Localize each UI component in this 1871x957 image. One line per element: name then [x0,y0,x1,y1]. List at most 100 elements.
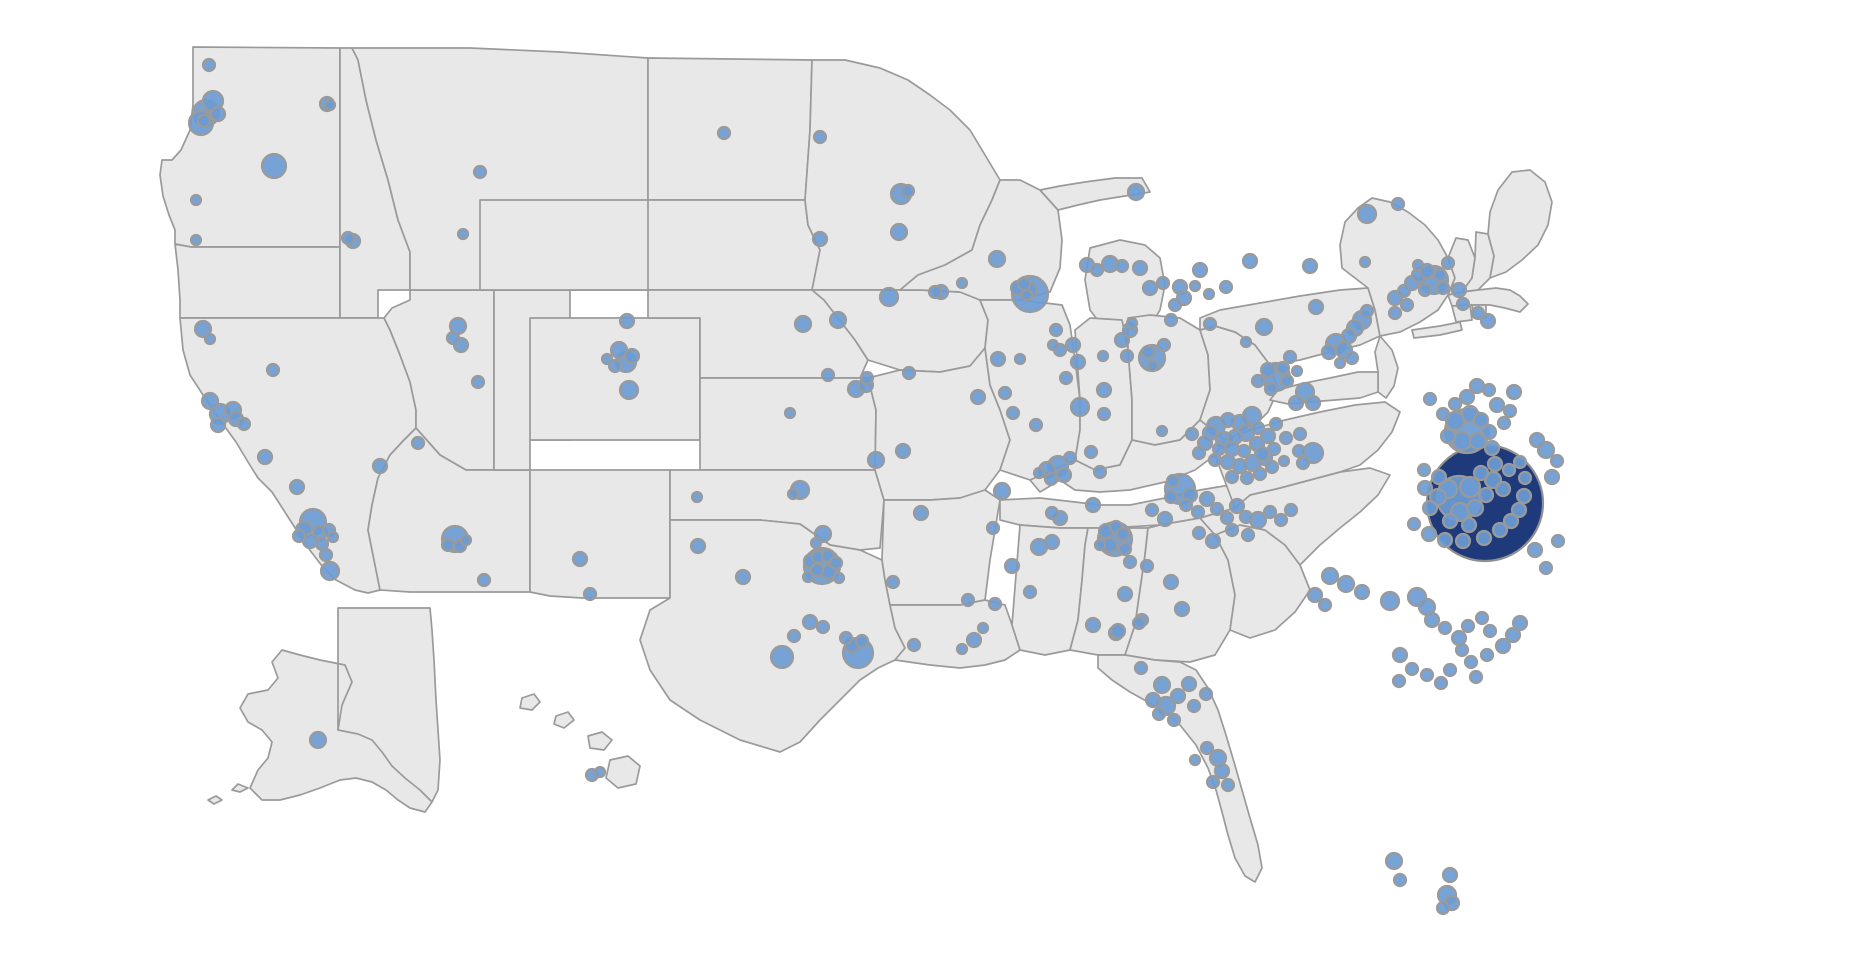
data-bubble[interactable] [901,365,917,381]
data-bubble[interactable] [1133,660,1149,676]
data-bubble[interactable] [1336,574,1356,594]
data-bubble[interactable] [1353,583,1371,601]
data-bubble[interactable] [1115,526,1131,542]
data-bubble[interactable] [201,57,217,73]
data-bubble[interactable] [1169,687,1187,705]
data-bubble[interactable] [291,528,307,544]
data-bubble[interactable] [820,367,836,383]
data-bubble[interactable] [1406,516,1422,532]
data-bubble[interactable] [987,249,1007,269]
data-bubble[interactable] [1069,396,1091,418]
data-bubble[interactable] [1263,381,1279,397]
data-bubble[interactable] [1387,305,1403,321]
data-bubble[interactable] [832,571,846,585]
data-bubble[interactable] [1463,654,1479,670]
data-bubble[interactable] [1016,276,1032,292]
data-bubble[interactable] [859,370,875,386]
data-bubble[interactable] [1173,600,1191,618]
data-bubble[interactable] [1470,305,1486,321]
data-bubble[interactable] [1306,586,1324,604]
state-south-dakota[interactable] [647,199,821,291]
data-bubble[interactable] [618,312,636,330]
data-bubble[interactable] [1152,675,1172,695]
data-bubble[interactable] [1224,469,1240,485]
data-bubble[interactable] [1116,585,1134,603]
data-bubble[interactable] [1241,252,1259,270]
data-bubble[interactable] [1069,353,1087,371]
data-bubble[interactable] [1167,297,1183,313]
data-bubble[interactable] [410,435,426,451]
data-bubble[interactable] [1239,470,1255,486]
data-bubble[interactable] [976,621,990,635]
data-bubble[interactable] [1435,900,1451,916]
data-bubble[interactable] [1139,558,1155,574]
data-bubble[interactable] [1273,512,1289,528]
data-bubble[interactable] [236,416,252,432]
data-bubble[interactable] [1356,203,1378,225]
data-bubble[interactable] [1199,740,1215,756]
data-bubble[interactable] [1450,629,1468,647]
data-bubble[interactable] [1304,394,1322,412]
data-bubble[interactable] [1096,349,1110,363]
data-bubble[interactable] [1526,541,1544,559]
data-bubble[interactable] [955,642,969,656]
data-bubble[interactable] [1218,279,1234,295]
data-bubble[interactable] [600,352,614,366]
data-bubble[interactable] [618,379,640,401]
data-bubble[interactable] [1166,712,1182,728]
data-bubble[interactable] [965,631,983,649]
data-bubble[interactable] [1447,396,1463,412]
data-bubble[interactable] [1219,510,1235,526]
data-bubble[interactable] [1439,427,1457,445]
data-bubble[interactable] [1435,280,1451,296]
data-bubble[interactable] [894,442,912,460]
data-bubble[interactable] [783,406,797,420]
data-bubble[interactable] [189,233,203,247]
data-bubble[interactable] [1205,774,1221,790]
data-bubble[interactable] [1340,327,1358,345]
data-bubble[interactable] [1064,336,1082,354]
data-bubble[interactable] [1411,258,1425,272]
data-bubble[interactable] [1512,454,1528,470]
data-bubble[interactable] [1163,312,1179,328]
data-bubble[interactable] [1468,431,1488,451]
data-bubble[interactable] [1307,298,1325,316]
data-bubble[interactable] [1146,359,1160,373]
data-bubble[interactable] [1163,489,1179,505]
data-bubble[interactable] [1083,444,1099,460]
data-bubble[interactable] [1433,675,1449,691]
data-bubble[interactable] [997,385,1013,401]
data-bubble[interactable] [1253,445,1271,463]
data-bubble[interactable] [189,193,203,207]
data-bubble[interactable] [1333,356,1347,370]
data-bubble[interactable] [1458,388,1476,406]
data-bubble[interactable] [1165,473,1181,489]
data-bubble[interactable] [927,284,943,300]
data-bubble[interactable] [1223,440,1241,458]
data-bubble[interactable] [1379,590,1401,612]
data-bubble[interactable] [1454,532,1472,550]
data-bubble[interactable] [340,230,356,246]
data-bubble[interactable] [955,276,969,290]
data-bubble[interactable] [1472,464,1490,482]
data-bubble[interactable] [1219,411,1237,429]
data-bubble[interactable] [786,487,800,501]
data-bubble[interactable] [912,504,930,522]
hawaii-maui[interactable] [587,731,613,751]
data-bubble[interactable] [1198,490,1216,508]
data-bubble[interactable] [472,164,488,180]
data-bubble[interactable] [828,555,844,571]
data-bubble[interactable] [1505,383,1523,401]
data-bubble[interactable] [1543,468,1561,486]
data-bubble[interactable] [1396,283,1412,299]
data-bubble[interactable] [716,125,732,141]
data-bubble[interactable] [1287,394,1305,412]
data-bubble[interactable] [1259,427,1277,445]
data-bubble[interactable] [1062,450,1078,466]
data-bubble[interactable] [1190,504,1206,520]
data-bubble[interactable] [838,630,854,646]
data-bubble[interactable] [582,586,598,602]
data-bubble[interactable] [1494,637,1512,655]
data-bubble[interactable] [811,230,829,248]
data-bubble[interactable] [1282,349,1298,365]
